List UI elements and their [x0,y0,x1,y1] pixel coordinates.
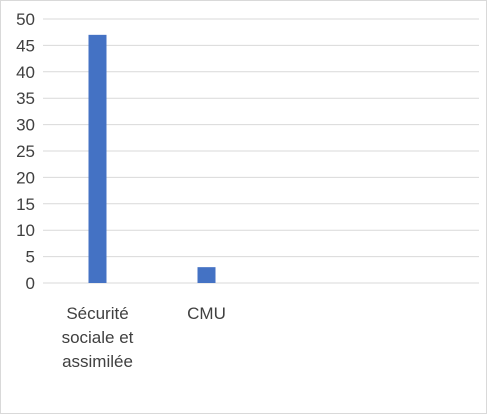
bar [88,34,107,284]
y-tick-label: 20 [16,168,35,187]
x-tick-label: CMU [187,304,226,323]
bar [197,267,216,283]
x-axis-labels: Sécurité sociale et assimilée CMU [62,304,226,371]
y-tick-label: 15 [16,195,35,214]
y-tick-label: 10 [16,221,35,240]
bars [88,34,216,284]
y-axis-ticks: 0 5 10 15 20 25 30 35 40 45 50 [16,10,35,293]
grid-lines [43,18,479,284]
y-tick-label: 50 [16,10,35,29]
y-tick-label: 35 [16,89,35,108]
y-tick-label: 0 [26,274,35,293]
y-tick-label: 40 [16,63,35,82]
y-tick-label: 45 [16,36,35,55]
y-tick-label: 25 [16,142,35,161]
x-tick-label: Sécurité sociale et assimilée [62,304,134,371]
y-tick-label: 5 [26,248,35,267]
y-tick-label: 30 [16,116,35,135]
